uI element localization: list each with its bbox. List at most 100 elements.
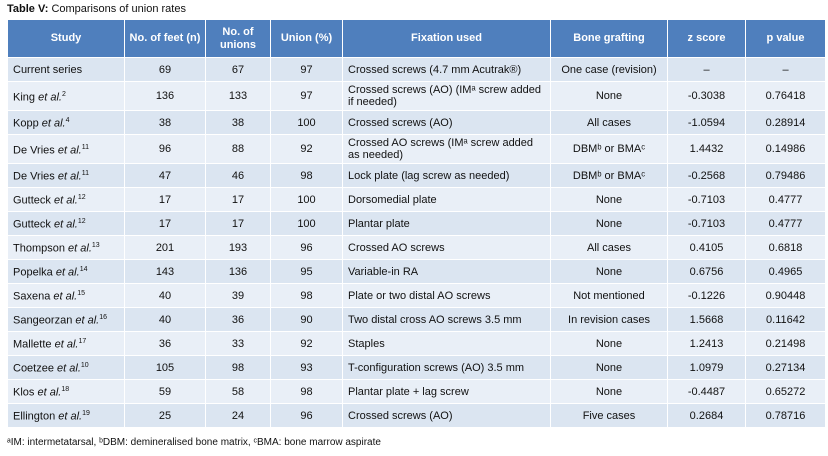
table-cell: Five cases (550, 403, 668, 428)
table-cell: 67 (205, 57, 271, 82)
study-et-al: et al. (68, 242, 92, 255)
study-author: Gutteck (13, 194, 51, 207)
table-row: De Vries et al.11 96 88 92 Crossed AO screws… (7, 134, 826, 164)
study-author: Klos (13, 386, 35, 399)
study-et-al: et al. (57, 170, 82, 183)
table-cell: Crossed AO screws (342, 235, 551, 260)
study-ref: 2 (61, 90, 66, 98)
table-cell: 92 (270, 134, 343, 164)
table-cell: -0.3038 (667, 81, 746, 111)
table-cell: 1.4432 (667, 134, 746, 164)
table-row: Sangeorzan et al.16 40 36 90 Two distal cros… (7, 307, 826, 332)
study-et-al: et al. (41, 117, 66, 130)
study-et-al: et al. (53, 290, 78, 303)
footnote: ᵃIM: intermetatarsal, ᵇDBM: demineralise… (7, 437, 381, 448)
table-row: Gutteck et al.12 17 17 100 Dorsomedial plate… (7, 187, 826, 212)
study-ref: 10 (80, 362, 89, 370)
table-cell: 0.2684 (667, 403, 746, 428)
table-cell: -1.0594 (667, 110, 746, 135)
title-label: Table V: (7, 3, 49, 15)
table-cell: Not mentioned (550, 283, 668, 308)
table-cell: 0.14986 (745, 134, 826, 164)
study-cell: De Vries et al.11 (7, 163, 125, 188)
study-et-al: et al. (55, 266, 80, 279)
study-ref: 18 (61, 386, 70, 394)
table-cell: 100 (270, 110, 343, 135)
table-cell: 36 (124, 331, 206, 356)
header-cell: Study (7, 19, 125, 58)
table-cell: Plantar plate (342, 211, 551, 236)
table-cell: 92 (270, 331, 343, 356)
study-author: De Vries (13, 144, 55, 157)
study-author: Coetzee (13, 362, 54, 375)
table-cell: None (550, 379, 668, 404)
study-author: King (13, 91, 36, 104)
table-cell: 17 (205, 187, 271, 212)
table-cell: Plate or two distal AO screws (342, 283, 551, 308)
study-ref: 15 (77, 290, 86, 298)
table-cell: 136 (124, 81, 206, 111)
table-cell: 0.76418 (745, 81, 826, 111)
study-author: Current series (13, 63, 83, 76)
table-body: Current series 69 67 97 Crossed screws (4.7 … (7, 57, 826, 428)
table-row: Kopp et al.4 38 38 100 Crossed screws (AO) Al… (7, 110, 826, 135)
table-cell: -0.2568 (667, 163, 746, 188)
table-cell: 17 (124, 211, 206, 236)
header-cell: No. of unions (205, 19, 271, 58)
table-cell: 0.6818 (745, 235, 826, 260)
table-cell: 193 (205, 235, 271, 260)
table-row: Mallette et al.17 36 33 92 Staples None 1.2413… (7, 331, 826, 356)
table-cell: 97 (270, 81, 343, 111)
study-author: Gutteck (13, 218, 51, 231)
table-cell: 98 (270, 163, 343, 188)
table-cell: 105 (124, 355, 206, 380)
table-cell: None (550, 81, 668, 111)
table-cell: 47 (124, 163, 206, 188)
study-et-al: et al. (38, 91, 62, 104)
table-cell: DBMᵇ or BMAᶜ (550, 163, 668, 188)
table-cell: All cases (550, 235, 668, 260)
study-author: Mallette (13, 338, 52, 351)
table-cell: 143 (124, 259, 206, 284)
table-cell: 96 (270, 235, 343, 260)
study-et-al: et al. (75, 314, 100, 327)
table-cell: 96 (124, 134, 206, 164)
table-cell: 69 (124, 57, 206, 82)
table-cell: 0.65272 (745, 379, 826, 404)
table-row: Popelka et al.14 143 136 95 Variable-in RA No… (7, 259, 826, 284)
study-author: Popelka (13, 266, 53, 279)
table-row: Saxena et al.15 40 39 98 Plate or two distal… (7, 283, 826, 308)
study-et-al: et al. (57, 362, 81, 375)
table-cell: 38 (124, 110, 206, 135)
table-cell: Dorsomedial plate (342, 187, 551, 212)
table-row: Thompson et al.13 201 193 96 Crossed AO scre… (7, 235, 826, 260)
table-cell: -0.4487 (667, 379, 746, 404)
table-cell: DBMᵇ or BMAᶜ (550, 134, 668, 164)
table-cell: -0.1226 (667, 283, 746, 308)
study-ref: 17 (78, 338, 87, 346)
study-et-al: et al. (37, 386, 62, 399)
study-cell: Popelka et al.14 (7, 259, 125, 284)
table-cell: None (550, 331, 668, 356)
study-cell: De Vries et al.11 (7, 134, 125, 164)
table-cell: 88 (205, 134, 271, 164)
table-cell: 46 (205, 163, 271, 188)
study-ref: 11 (81, 143, 89, 151)
study-et-al: et al. (54, 338, 79, 351)
study-author: Thompson (13, 242, 65, 255)
table-cell: One case (revision) (550, 57, 668, 82)
study-author: De Vries (13, 170, 55, 183)
table-cell: T-configuration screws (AO) 3.5 mm (342, 355, 551, 380)
table-cell: 100 (270, 211, 343, 236)
table-cell: 0.28914 (745, 110, 826, 135)
study-ref: 14 (79, 266, 88, 274)
table-cell: 1.2413 (667, 331, 746, 356)
table-row: Ellington et al.19 25 24 96 Crossed screws (… (7, 403, 826, 428)
study-et-al: et al. (53, 218, 78, 231)
study-author: Ellington (13, 410, 56, 423)
header-cell: Fixation used (342, 19, 551, 58)
table-cell: Crossed screws (AO) (342, 110, 551, 135)
study-ref: 13 (91, 242, 100, 250)
table-cell: Staples (342, 331, 551, 356)
